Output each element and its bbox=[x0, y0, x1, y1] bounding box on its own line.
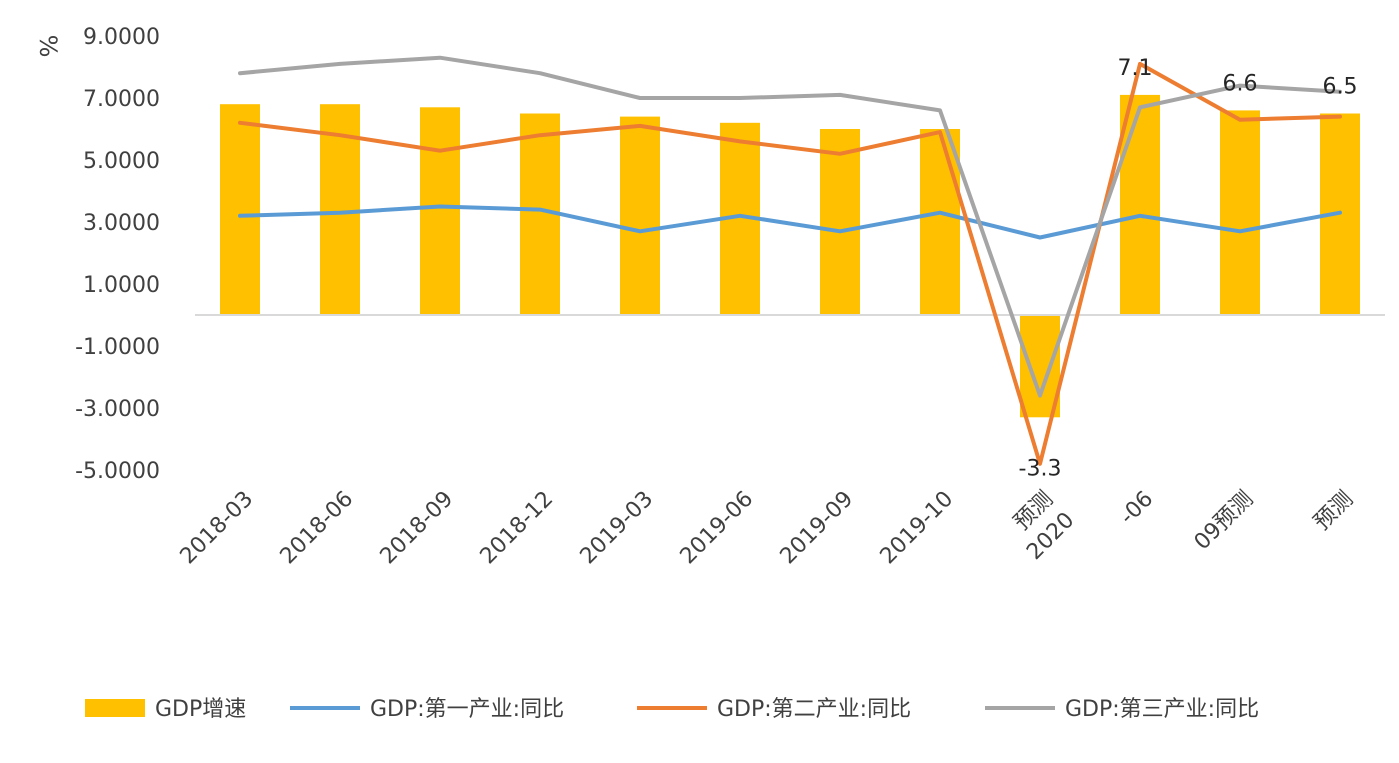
y-tick-label: -3.0000 bbox=[75, 397, 160, 422]
bar-2019-03 bbox=[620, 116, 660, 315]
bar-2019-10 bbox=[920, 129, 960, 315]
bar-2018-03 bbox=[220, 104, 260, 315]
y-axis-label: % bbox=[34, 35, 62, 58]
line-series bbox=[238, 55, 1342, 466]
x-tick-label: 2019-09 bbox=[776, 487, 859, 570]
x-tick-label: 2018-06 bbox=[276, 487, 359, 570]
bar-2018-06 bbox=[320, 104, 360, 315]
y-tick-label: 9.0000 bbox=[83, 25, 160, 50]
data-labels: -3.3 7.1 6.6 6.5 bbox=[1019, 56, 1358, 481]
line-series-3 bbox=[238, 55, 1342, 398]
y-tick-label: -5.0000 bbox=[75, 459, 160, 484]
x-tick-label: 预测 bbox=[1309, 487, 1358, 536]
legend-label: GDP:第三产业:同比 bbox=[1065, 697, 1259, 722]
bar-2020-06 bbox=[1120, 94, 1160, 316]
y-tick-label: 5.0000 bbox=[83, 149, 160, 174]
legend-label: GDP:第二产业:同比 bbox=[717, 697, 911, 722]
y-axis-ticks: 9.0000 7.0000 5.0000 3.0000 1.0000 -1.0000 -3.… bbox=[75, 25, 160, 484]
x-tick-label: 2019-06 bbox=[676, 487, 759, 570]
x-tick-label: 09预测 bbox=[1190, 487, 1259, 556]
bar-2018-09 bbox=[420, 107, 460, 315]
bar-2020-03 bbox=[1020, 315, 1060, 418]
bar-2019-09 bbox=[820, 129, 860, 315]
line-series-2 bbox=[238, 61, 1342, 466]
legend-swatch bbox=[85, 699, 145, 717]
y-tick-label: -1.0000 bbox=[75, 335, 160, 360]
data-label: 7.1 bbox=[1118, 56, 1153, 81]
y-tick-label: 7.0000 bbox=[83, 87, 160, 112]
legend-label: GDP:第一产业:同比 bbox=[370, 697, 564, 722]
y-tick-label: 1.0000 bbox=[83, 273, 160, 298]
x-tick-label: -06 bbox=[1115, 487, 1158, 530]
x-tick-label: 2018-09 bbox=[376, 487, 459, 570]
x-axis-ticks: 2018-03 2018-06 2018-09 2018-12 2019-03 2019-… bbox=[176, 487, 1359, 570]
data-label: 6.6 bbox=[1223, 71, 1258, 96]
x-tick-label: 2018-03 bbox=[176, 487, 259, 570]
x-tick-label: 2019-10 bbox=[876, 487, 959, 570]
data-label: -3.3 bbox=[1019, 456, 1062, 481]
y-tick-label: 3.0000 bbox=[83, 211, 160, 236]
x-tick-label: 2019-03 bbox=[576, 487, 659, 570]
legend: GDP增速 GDP:第一产业:同比 GDP:第二产业:同比 GDP:第三产业:同比 bbox=[85, 697, 1259, 722]
line-series-1 bbox=[238, 204, 1342, 240]
x-tick-label: 2018-12 bbox=[476, 487, 559, 570]
data-label: 6.5 bbox=[1323, 75, 1358, 100]
legend-label: GDP增速 bbox=[155, 697, 246, 722]
bar-2020-09 bbox=[1220, 110, 1260, 316]
